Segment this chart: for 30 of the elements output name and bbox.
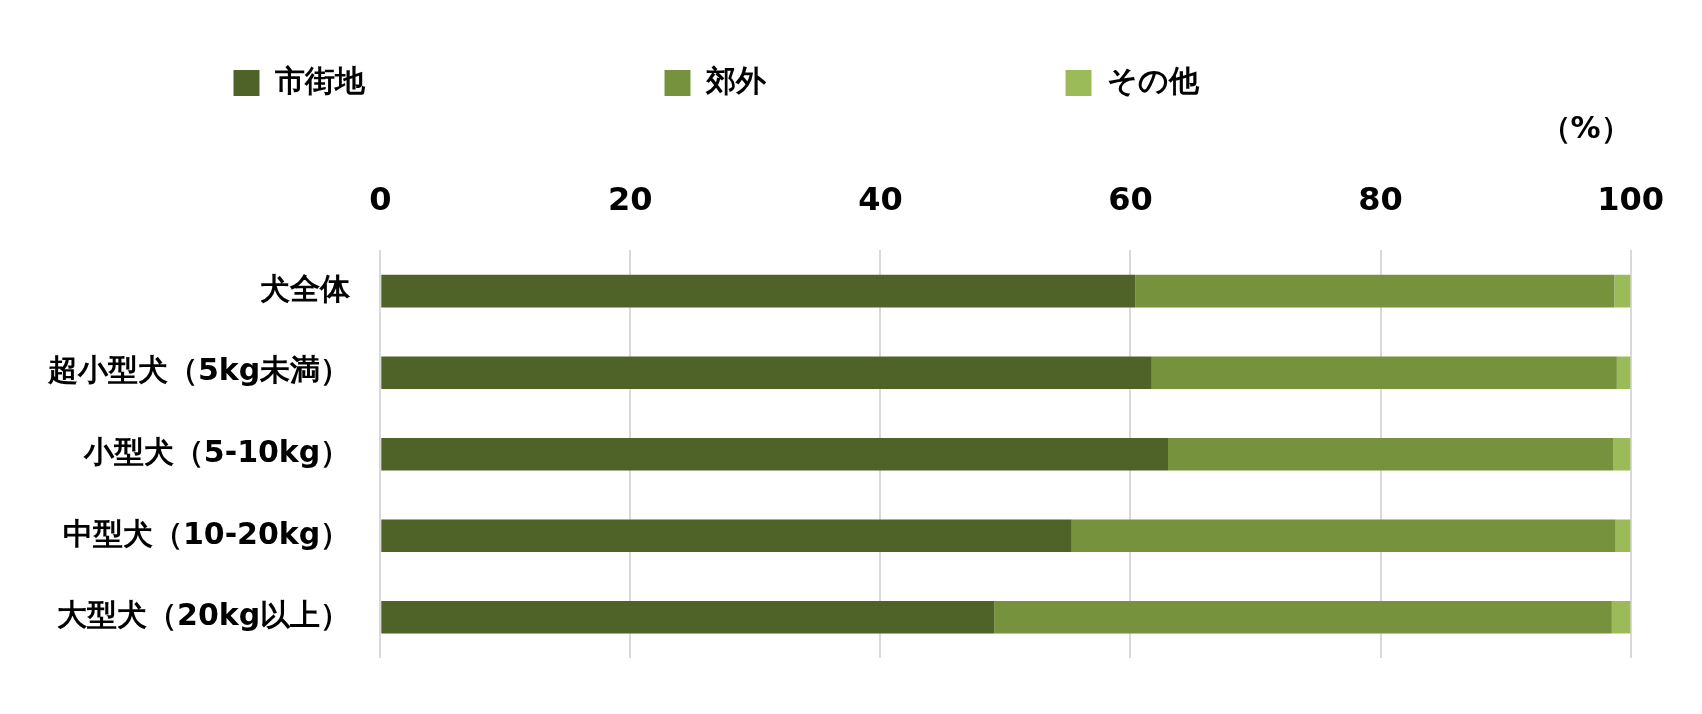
y-tick-label: 犬全体 [260,270,352,306]
bar [1613,437,1631,471]
x-tick-label: 0 [369,179,392,218]
bar [1167,437,1614,471]
x-tick-label: 80 [1358,179,1403,218]
bar [1071,519,1616,553]
legend-label: その他 [1106,62,1439,98]
bar [1135,274,1615,308]
bar [1611,600,1631,634]
x-tick-label: 60 [1108,179,1153,218]
y-tick-label: 大型犬（20kg以上） [57,597,351,633]
bar [1616,356,1631,389]
bar [1151,356,1617,389]
bar [1614,274,1631,308]
bar [1615,519,1631,553]
x-tick-label: 20 [608,179,653,218]
y-tick-label: 小型犬（5-10kg） [82,434,351,469]
bar [381,600,995,634]
legend-label: 郊外 [704,62,1006,98]
y-tick-label: 超小型犬（5kg未満） [46,352,351,388]
bar [381,519,1072,553]
x-tick-label: 100 [1597,179,1664,218]
bar [381,356,1152,389]
x-tick-label: 40 [858,179,903,218]
bar [381,437,1168,471]
bar [994,600,1612,634]
x-axis-title: （%） [1540,109,1631,145]
y-tick-label: 中型犬（10-20kg） [62,515,351,551]
legend-label: 市街地 [273,62,605,98]
bar [381,274,1136,308]
